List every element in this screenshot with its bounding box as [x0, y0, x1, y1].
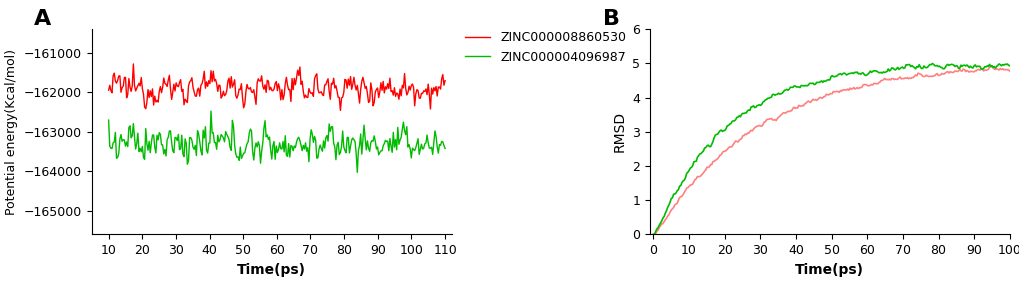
ZINC000008860530 [969, 69, 981, 72]
ZINC000004096987 [648, 233, 660, 236]
ZINC000008860530 [303, 87, 315, 90]
ZINC000004096987 [205, 109, 217, 113]
ZINC000004096987 [351, 171, 363, 174]
ZINC000004096987 [309, 139, 321, 142]
Y-axis label: RMSD: RMSD [612, 111, 626, 152]
ZINC000004096987 [857, 73, 869, 76]
ZINC000008860530 [104, 84, 116, 87]
ZINC000004096987 [925, 62, 937, 65]
Text: B: B [602, 9, 620, 29]
ZINC000008860530 [1003, 69, 1015, 73]
ZINC000008860530 [857, 83, 869, 86]
X-axis label: Time(ps): Time(ps) [795, 263, 863, 277]
ZINC000008860530 [304, 90, 316, 94]
ZINC000008860530 [102, 88, 114, 92]
ZINC000004096987 [410, 146, 422, 149]
ZINC000008860530 [309, 74, 321, 77]
Line: ZINC000004096987: ZINC000004096987 [108, 111, 444, 172]
ZINC000008860530 [648, 233, 660, 236]
ZINC000004096987 [388, 145, 400, 149]
ZINC000004096987 [104, 144, 116, 148]
ZINC000004096987 [859, 74, 871, 77]
ZINC000008860530 [388, 86, 400, 89]
ZINC000004096987 [647, 233, 659, 236]
ZINC000004096987 [970, 64, 982, 68]
ZINC000004096987 [864, 71, 876, 74]
ZINC000008860530 [859, 83, 871, 86]
Line: ZINC000008860530: ZINC000008860530 [653, 66, 1009, 234]
ZINC000008860530 [864, 83, 876, 86]
ZINC000008860530 [983, 64, 996, 68]
ZINC000004096987 [438, 147, 450, 150]
Line: ZINC000004096987: ZINC000004096987 [653, 64, 1009, 234]
ZINC000008860530 [947, 70, 959, 74]
ZINC000004096987 [102, 118, 114, 122]
Legend: ZINC000008860530, ZINC000004096987: ZINC000008860530, ZINC000004096987 [465, 31, 626, 64]
ZINC000008860530 [127, 62, 140, 66]
ZINC000008860530 [334, 109, 346, 112]
ZINC000004096987 [948, 65, 960, 68]
ZINC000008860530 [410, 92, 422, 96]
Line: ZINC000008860530: ZINC000008860530 [108, 64, 444, 110]
ZINC000004096987 [304, 138, 316, 141]
ZINC000008860530 [438, 79, 450, 82]
Y-axis label: Potential energy(Kcal/mol): Potential energy(Kcal/mol) [5, 49, 18, 215]
X-axis label: Time(ps): Time(ps) [237, 263, 306, 277]
ZINC000004096987 [1003, 64, 1015, 68]
Text: A: A [35, 9, 51, 29]
ZINC000004096987 [303, 160, 315, 163]
ZINC000008860530 [647, 233, 659, 236]
